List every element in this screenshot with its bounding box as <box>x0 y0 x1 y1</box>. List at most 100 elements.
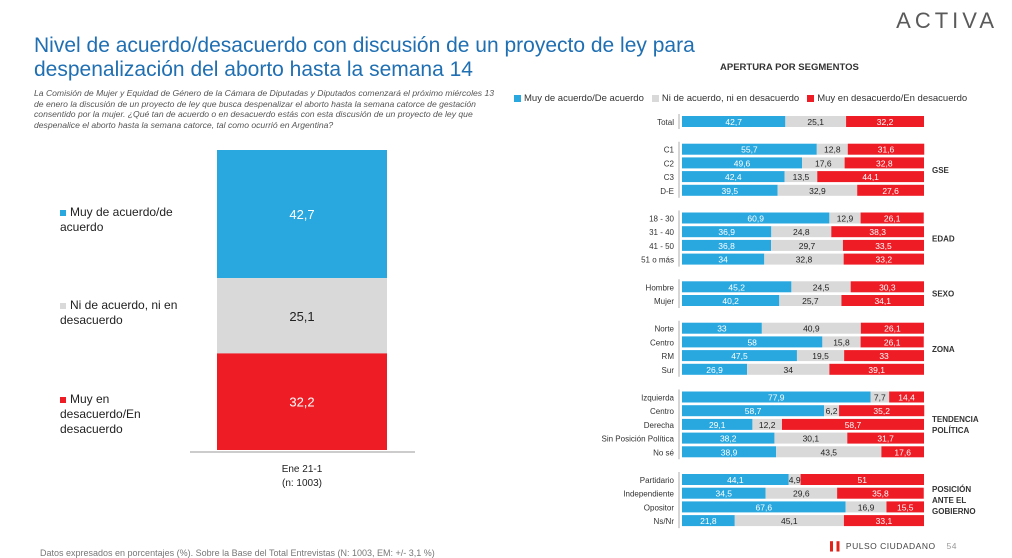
legend-label-neutral: Ni de acuerdo, ni en desacuerdo <box>60 298 178 327</box>
segment-bar-neutral <box>752 418 782 430</box>
segment-bar-label-neutral: 6,2 <box>826 406 838 416</box>
segment-bar-label-agree: 45,2 <box>728 282 745 292</box>
segment-row-label: Izquierda <box>641 394 674 403</box>
segment-bar-label-disagree: 32,8 <box>876 158 893 168</box>
main-category-label: Ene 21-1 <box>282 464 323 475</box>
segment-bar-disagree <box>817 171 924 183</box>
segment-bar-disagree <box>837 487 924 499</box>
segment-bar-label-agree: 36,8 <box>718 241 735 251</box>
legend-label-agree: Muy de acuerdo/de acuerdo <box>60 205 173 234</box>
segment-bar-label-agree: 67,6 <box>756 502 773 512</box>
segment-bar-label-neutral: 24,5 <box>813 282 830 292</box>
segment-row-label: Centro <box>650 407 675 416</box>
segment-bar-agree <box>682 212 830 224</box>
segment-bar-neutral <box>802 157 845 169</box>
segment-bar-label-disagree: 32,2 <box>877 117 894 127</box>
segment-bar-neutral <box>784 171 818 183</box>
segment-bar-agree <box>682 143 817 155</box>
segments-legend-label-agree: Muy de acuerdo/De acuerdo <box>524 93 644 104</box>
segment-bar-disagree <box>846 116 924 127</box>
segment-bar-disagree <box>860 322 924 334</box>
segment-bar-disagree <box>800 474 924 485</box>
segment-row-label: D-E <box>660 187 674 196</box>
segment-bar-agree <box>682 474 789 485</box>
segment-row-label: C2 <box>664 159 675 168</box>
segments-legend-swatch-neutral <box>651 95 659 102</box>
segment-row-label: C3 <box>664 173 675 182</box>
segment-bar-agree <box>682 253 765 265</box>
segment-bar-disagree <box>831 226 924 238</box>
segment-bar-label-disagree: 58,7 <box>845 420 862 430</box>
main-bar-label-neutral: 25,1 <box>289 309 314 324</box>
segment-bar-label-disagree: 44,1 <box>862 172 879 182</box>
segment-bar-label-neutral: 43,5 <box>820 447 837 457</box>
segment-bar-label-agree: 77,9 <box>768 393 785 403</box>
question-text: La Comisión de Mujer y Equidad de Género… <box>34 88 495 130</box>
segment-bar-label-neutral: 7,7 <box>874 393 886 403</box>
segments-legend-neutral: Ni de acuerdo, ni en desacuerdo <box>651 93 799 104</box>
segment-bar-neutral <box>785 116 847 127</box>
segment-bar-label-agree: 34,5 <box>715 489 732 499</box>
segment-bar-label-disagree: 38,3 <box>869 227 886 237</box>
segment-bar-label-agree: 21,8 <box>700 516 717 526</box>
segment-bar-agree <box>682 418 753 430</box>
segment-bar-label-disagree: 26,1 <box>884 337 901 347</box>
main-bar-neutral <box>217 278 387 354</box>
segment-bar-disagree <box>781 418 924 430</box>
segment-row-label: RM <box>662 352 675 361</box>
segment-bar-label-disagree: 33,5 <box>875 241 892 251</box>
segment-row-label: 51 o más <box>641 256 674 265</box>
segment-bar-label-neutral: 19,5 <box>812 351 829 361</box>
main-bar-agree <box>217 150 387 279</box>
segment-bar-agree <box>682 226 772 238</box>
segment-bar-label-agree: 44,1 <box>727 475 744 485</box>
segment-bar-neutral <box>747 363 830 375</box>
segment-bar-label-agree: 49,6 <box>734 158 751 168</box>
segment-bar-agree <box>682 405 825 417</box>
segment-bar-label-agree: 40,2 <box>722 296 739 306</box>
segment-bar-label-agree: 38,2 <box>720 434 737 444</box>
segment-bar-label-disagree: 33,1 <box>876 516 893 526</box>
segment-bar-agree <box>682 391 871 403</box>
segment-row-label: 18 - 30 <box>649 215 674 224</box>
segment-bar-disagree <box>847 432 924 444</box>
segment-bar-neutral <box>774 432 848 444</box>
segment-bar-label-neutral: 34 <box>784 365 794 375</box>
segment-bar-label-disagree: 14,4 <box>898 393 915 403</box>
segments-legend-label-disagree: Muy en desacuerdo/En desacuerdo <box>817 93 968 104</box>
segment-bar-disagree <box>839 405 925 417</box>
segment-bar-label-neutral: 15,8 <box>833 337 850 347</box>
segment-group-name: ZONA <box>932 345 955 354</box>
segment-bar-agree <box>682 501 846 513</box>
segment-bar-label-agree: 39,5 <box>722 186 739 196</box>
segment-bar-neutral <box>822 336 861 348</box>
segments-legend-agree: Muy de acuerdo/De acuerdo <box>514 93 644 104</box>
segment-bar-label-agree: 33 <box>717 324 727 334</box>
segments-legend: Muy de acuerdo/De acuerdo Ni de acuerdo,… <box>514 93 967 104</box>
segment-row-label: Partidario <box>640 476 675 485</box>
segment-group-name: GSE <box>932 166 950 175</box>
segment-bar-label-neutral: 24,8 <box>793 227 810 237</box>
segment-bar-agree <box>682 446 777 458</box>
segments-legend-swatch-disagree <box>807 95 815 102</box>
segment-bar-neutral <box>796 350 845 362</box>
legend-swatch-neutral <box>60 302 66 309</box>
segment-bar-disagree <box>850 281 924 293</box>
segment-group-name: TENDENCIA <box>932 415 979 424</box>
segment-bar-disagree <box>886 501 924 513</box>
segment-bar-label-agree: 29,1 <box>709 420 726 430</box>
segment-bar-label-neutral: 25,1 <box>807 117 824 127</box>
segment-bar-label-agree: 36,9 <box>718 227 735 237</box>
segment-bar-label-agree: 42,4 <box>725 172 742 182</box>
segment-bar-neutral <box>779 295 842 306</box>
segments-title: APERTURA POR SEGMENTOS <box>720 62 859 73</box>
segment-group-name: GOBIERNO <box>932 507 976 516</box>
segment-bar-label-agree: 47,5 <box>731 351 748 361</box>
segment-bar-label-disagree: 26,1 <box>884 324 901 334</box>
segment-group-name: ANTE EL <box>932 496 966 505</box>
segment-row-label: 31 - 40 <box>649 228 674 237</box>
segment-bar-label-neutral: 12,2 <box>759 420 776 430</box>
segment-group-name: POLÍTICA <box>932 426 970 435</box>
segment-bar-disagree <box>841 295 924 306</box>
segment-bar-disagree <box>843 253 924 265</box>
